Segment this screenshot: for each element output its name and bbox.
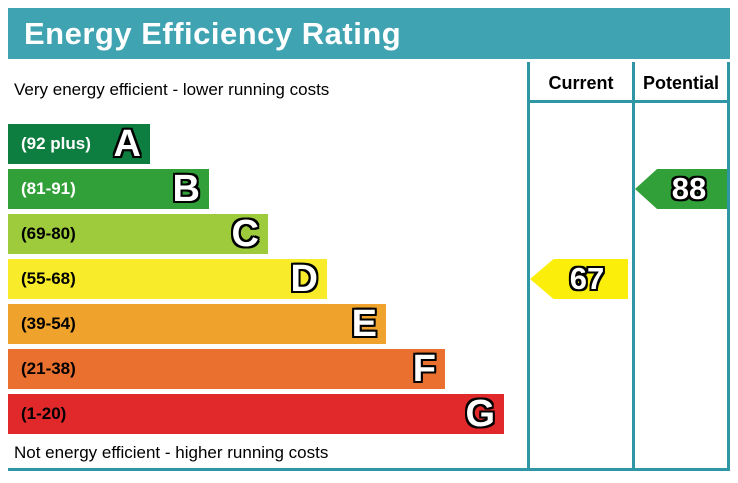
- current-rating-value: 67: [569, 261, 605, 296]
- column-divider-middle: [632, 62, 635, 471]
- column-divider-right: [727, 62, 730, 471]
- band-b: (81-91) B: [8, 169, 209, 209]
- rating-table: Current Potential Very energy efficient …: [8, 62, 730, 474]
- column-header-current: Current: [548, 72, 614, 93]
- band-range-label: (1-20): [21, 404, 67, 423]
- bottom-border: [8, 468, 730, 471]
- band-range-label: (69-80): [21, 224, 76, 243]
- page-title: Energy Efficiency Rating: [24, 15, 402, 51]
- band-letter: E: [351, 303, 377, 345]
- band-letter: B: [172, 168, 200, 210]
- title-bar: Energy Efficiency Rating: [8, 8, 730, 59]
- band-letter: D: [290, 258, 318, 300]
- band-range-label: (21-38): [21, 359, 76, 378]
- band-letter: C: [231, 213, 259, 255]
- band-range-label: (55-68): [21, 269, 76, 288]
- band-f: (21-38) F: [8, 349, 445, 389]
- band-letter: A: [113, 123, 141, 165]
- potential-rating-value: 88: [671, 171, 707, 206]
- band-c: (69-80) C: [8, 214, 268, 254]
- band-e: (39-54) E: [8, 304, 386, 344]
- band-d: (55-68) D: [8, 259, 327, 299]
- band-letter: G: [465, 393, 495, 435]
- top-note: Very energy efficient - lower running co…: [14, 80, 330, 99]
- band-g: (1-20) G: [8, 394, 504, 434]
- header-underline: [527, 100, 730, 103]
- band-letter: F: [412, 348, 436, 390]
- column-divider-left: [527, 62, 530, 471]
- bottom-note: Not energy efficient - higher running co…: [14, 443, 329, 462]
- band-range-label: (92 plus): [21, 134, 91, 153]
- band-range-label: (81-91): [21, 179, 76, 198]
- current-rating-arrow: 67: [530, 259, 628, 299]
- band-range-label: (39-54): [21, 314, 76, 333]
- potential-rating-arrow: 88: [635, 169, 727, 209]
- band-a: (92 plus) A: [8, 124, 150, 164]
- column-header-potential: Potential: [642, 72, 719, 93]
